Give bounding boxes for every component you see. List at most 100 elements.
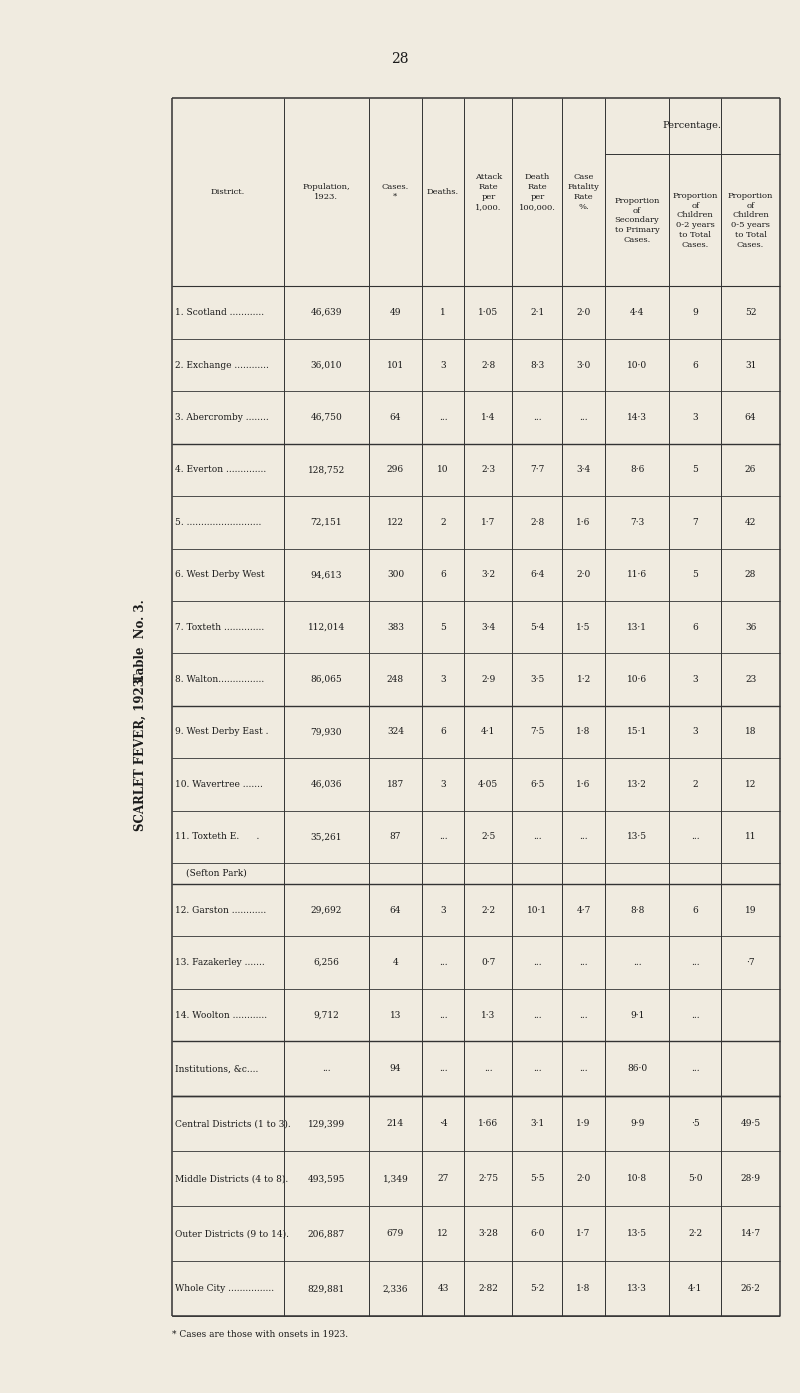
Text: 2·5: 2·5	[481, 832, 495, 841]
Text: 15·1: 15·1	[627, 727, 647, 737]
Text: 14·3: 14·3	[627, 412, 647, 422]
Text: 11·6: 11·6	[627, 570, 647, 579]
Text: 3: 3	[440, 361, 446, 369]
Text: 5: 5	[692, 570, 698, 579]
Text: ...: ...	[322, 1064, 330, 1073]
Text: ...: ...	[438, 1064, 447, 1073]
Text: 28: 28	[745, 570, 756, 579]
Text: SCARLET FEVER, 1923.: SCARLET FEVER, 1923.	[134, 674, 146, 830]
Text: 5·4: 5·4	[530, 623, 545, 631]
Text: 2·75: 2·75	[478, 1174, 498, 1183]
Text: 72,151: 72,151	[310, 518, 342, 527]
Text: ·5: ·5	[691, 1119, 700, 1128]
Text: 1·5: 1·5	[576, 623, 591, 631]
Text: 31: 31	[745, 361, 756, 369]
Text: 8·6: 8·6	[630, 465, 644, 475]
Text: 2·0: 2·0	[577, 308, 590, 318]
Text: 2·82: 2·82	[478, 1284, 498, 1293]
Text: 1·2: 1·2	[577, 676, 590, 684]
Text: 13·2: 13·2	[627, 780, 647, 788]
Text: 23: 23	[745, 676, 756, 684]
Text: 2·0: 2·0	[577, 1174, 590, 1183]
Text: 679: 679	[387, 1230, 404, 1238]
Text: 94: 94	[390, 1064, 401, 1073]
Text: 13·5: 13·5	[627, 832, 647, 841]
Text: 1·6: 1·6	[577, 780, 590, 788]
Text: 13. Fazakerley .......: 13. Fazakerley .......	[175, 958, 265, 967]
Text: 383: 383	[387, 623, 404, 631]
Text: 1·4: 1·4	[481, 412, 495, 422]
Text: 0·7: 0·7	[481, 958, 495, 967]
Text: ·7: ·7	[746, 958, 755, 967]
Text: Middle Districts (4 to 8).: Middle Districts (4 to 8).	[175, 1174, 289, 1183]
Text: ...: ...	[533, 1010, 542, 1020]
Text: 3·4: 3·4	[577, 465, 590, 475]
Text: ...: ...	[691, 1064, 700, 1073]
Text: 13·3: 13·3	[627, 1284, 647, 1293]
Text: 36: 36	[745, 623, 756, 631]
Text: 300: 300	[387, 570, 404, 579]
Text: 1·3: 1·3	[482, 1010, 495, 1020]
Text: 49: 49	[390, 308, 401, 318]
Text: ...: ...	[438, 958, 447, 967]
Text: 2·3: 2·3	[482, 465, 495, 475]
Text: 27: 27	[438, 1174, 449, 1183]
Text: 46,750: 46,750	[310, 412, 342, 422]
Text: 493,595: 493,595	[308, 1174, 345, 1183]
Text: 3·2: 3·2	[482, 570, 495, 579]
Text: 3: 3	[440, 905, 446, 915]
Text: (Sefton Park): (Sefton Park)	[186, 869, 247, 878]
Text: ...: ...	[579, 958, 588, 967]
Text: 248: 248	[387, 676, 404, 684]
Text: 6: 6	[693, 623, 698, 631]
Text: 29,692: 29,692	[310, 905, 342, 915]
Text: 7: 7	[693, 518, 698, 527]
Text: 9. West Derby East .: 9. West Derby East .	[175, 727, 269, 737]
Text: 13·1: 13·1	[627, 623, 647, 631]
Text: 1·8: 1·8	[577, 727, 590, 737]
Text: ...: ...	[579, 832, 588, 841]
Text: 2·2: 2·2	[688, 1230, 702, 1238]
Text: 13·5: 13·5	[627, 1230, 647, 1238]
Text: 3: 3	[693, 727, 698, 737]
Text: 324: 324	[387, 727, 404, 737]
Text: 3: 3	[440, 676, 446, 684]
Text: 10·0: 10·0	[627, 361, 647, 369]
Text: 7·3: 7·3	[630, 518, 644, 527]
Text: 6·0: 6·0	[530, 1230, 545, 1238]
Text: 829,881: 829,881	[308, 1284, 345, 1293]
Text: 4·4: 4·4	[630, 308, 644, 318]
Text: ...: ...	[533, 412, 542, 422]
Text: 86,065: 86,065	[310, 676, 342, 684]
Text: 12: 12	[438, 1230, 449, 1238]
Text: Table  No. 3.: Table No. 3.	[134, 599, 146, 683]
Text: Proportion
of
Children
0-5 years
to Total
Cases.: Proportion of Children 0-5 years to Tota…	[728, 192, 774, 249]
Text: ...: ...	[438, 1010, 447, 1020]
Text: 10. Wavertree .......: 10. Wavertree .......	[175, 780, 263, 788]
Text: 187: 187	[387, 780, 404, 788]
Text: 1. Scotland ............: 1. Scotland ............	[175, 308, 264, 318]
Text: 3: 3	[693, 676, 698, 684]
Text: Central Districts (1 to 3).: Central Districts (1 to 3).	[175, 1119, 291, 1128]
Text: 10: 10	[438, 465, 449, 475]
Text: 2·2: 2·2	[482, 905, 495, 915]
Text: 8·3: 8·3	[530, 361, 545, 369]
Text: 7·7: 7·7	[530, 465, 545, 475]
Text: 4·1: 4·1	[688, 1284, 702, 1293]
Text: District.: District.	[210, 188, 245, 196]
Text: 13: 13	[390, 1010, 401, 1020]
Text: 4·1: 4·1	[481, 727, 495, 737]
Text: 9,712: 9,712	[314, 1010, 339, 1020]
Text: 1·6: 1·6	[577, 518, 590, 527]
Text: 2·1: 2·1	[530, 308, 545, 318]
Text: 9·1: 9·1	[630, 1010, 644, 1020]
Text: 7·5: 7·5	[530, 727, 545, 737]
Text: 28·9: 28·9	[741, 1174, 761, 1183]
Text: 2·8: 2·8	[530, 518, 545, 527]
Text: Outer Districts (9 to 14).: Outer Districts (9 to 14).	[175, 1230, 290, 1238]
Text: 5: 5	[440, 623, 446, 631]
Text: 86·0: 86·0	[627, 1064, 647, 1073]
Text: 1·05: 1·05	[478, 308, 498, 318]
Text: 4: 4	[393, 958, 398, 967]
Text: 26: 26	[745, 465, 756, 475]
